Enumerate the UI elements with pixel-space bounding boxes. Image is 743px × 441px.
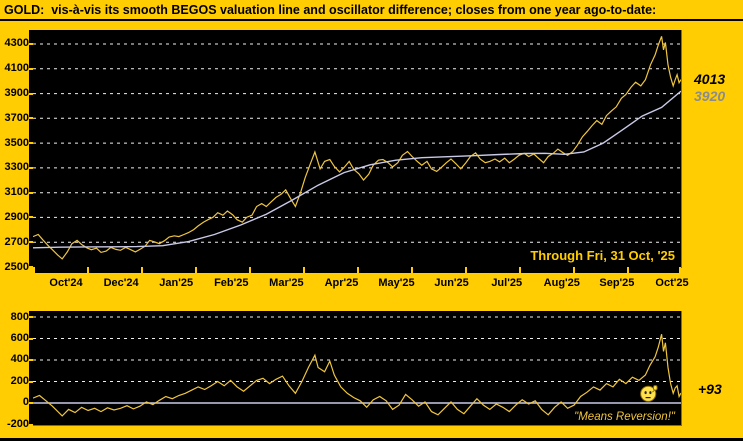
- y-axis-tick-label: 800: [10, 310, 29, 323]
- y-axis-tick: [29, 43, 33, 45]
- main-x-axis-band: [33, 267, 681, 273]
- y-axis-tick-label: 3900: [4, 87, 29, 100]
- x-axis-tick: [679, 267, 681, 273]
- y-axis-tick: [29, 92, 33, 95]
- y-axis-tick-label: 2900: [4, 210, 29, 223]
- x-axis-tick: [303, 267, 305, 273]
- means-reversion-caption: "Means Reversion!": [574, 411, 675, 423]
- x-axis-tick: [573, 267, 575, 273]
- oscillator-y-axis-band: [29, 311, 33, 426]
- y-axis-tick-label: 200: [10, 374, 29, 387]
- x-axis-month-label: Oct'24: [49, 277, 83, 289]
- x-axis-tick: [411, 267, 413, 273]
- y-axis-tick: [29, 191, 33, 194]
- x-axis-tick: [519, 267, 521, 273]
- main-y-axis-band: [29, 30, 33, 268]
- x-axis-month-label: Dec'24: [103, 277, 139, 289]
- y-axis-tick: [29, 216, 33, 219]
- y-axis-tick: [29, 402, 33, 404]
- y-axis-tick-label: 2700: [4, 235, 29, 248]
- x-axis-month-label: Mar'25: [269, 277, 304, 289]
- bottom-border-strip: [0, 438, 743, 441]
- x-axis-month-label: Jun'25: [434, 277, 469, 289]
- oscillator-plot: [33, 316, 681, 417]
- y-axis-tick: [29, 117, 33, 120]
- x-axis-tick: [249, 267, 251, 273]
- y-axis-tick-label: 4300: [4, 37, 29, 50]
- y-axis-tick-label: 4100: [4, 62, 29, 75]
- y-axis-tick-label: 600: [10, 332, 29, 344]
- y-axis-tick-label: 3100: [4, 186, 29, 199]
- y-axis-tick: [29, 241, 33, 244]
- last-price-label: 4013: [694, 71, 726, 87]
- main-price-chart: Through Fri, 31 Oct, '25: [33, 30, 682, 268]
- y-axis-tick: [29, 142, 33, 145]
- x-axis-month-label: Sep'25: [599, 277, 635, 289]
- y-axis-tick-label: 3300: [4, 161, 29, 174]
- price-vs-valuation-plot: [33, 36, 681, 260]
- x-axis-month-label: Jul'25: [491, 277, 523, 289]
- x-axis-tick: [465, 267, 467, 273]
- y-axis-tick: [29, 359, 33, 361]
- y-axis-tick: [29, 316, 33, 318]
- page-title: GOLD: vis-à-vis its smooth BEGOS valuati…: [4, 3, 657, 17]
- x-axis-tick: [627, 267, 629, 273]
- y-axis-tick-label: 0: [22, 396, 29, 409]
- x-axis-tick: [33, 267, 35, 273]
- y-axis-tick-label: 3500: [4, 136, 29, 149]
- x-axis-month-label: Aug'25: [543, 277, 580, 289]
- x-axis-tick: [195, 267, 197, 273]
- last-oscillator-label: +93: [698, 381, 722, 397]
- y-axis-tick: [29, 337, 33, 340]
- oscillator-chart: "Means Reversion!": [33, 311, 682, 426]
- x-axis-month-label: Feb'25: [214, 277, 249, 289]
- y-axis-tick-label: -200: [6, 417, 29, 430]
- through-date-label: Through Fri, 31 Oct, '25: [530, 248, 675, 263]
- x-axis-month-label: Apr'25: [324, 277, 359, 289]
- x-axis-month-label: May'25: [378, 277, 415, 289]
- x-axis-month-label: Oct'25: [655, 277, 689, 289]
- x-axis-tick: [357, 267, 359, 273]
- last-valuation-label: 3920: [694, 88, 726, 104]
- y-axis-tick: [29, 166, 33, 169]
- confused-smiley-icon: [640, 385, 658, 402]
- y-axis-tick: [29, 380, 33, 383]
- y-axis-tick-label: 2500: [4, 260, 29, 273]
- x-axis-month-label: Jan'25: [159, 277, 194, 289]
- title-divider: [0, 19, 743, 21]
- y-axis-tick: [29, 67, 33, 70]
- x-axis-tick: [141, 267, 143, 273]
- x-axis-tick: [87, 267, 89, 273]
- y-axis-tick: [29, 266, 33, 268]
- main-y-axis-labels: 4300 4100 3900 3700 3500 3300 3100 2900 2700 2500: [0, 0, 29, 441]
- y-axis-tick: [29, 423, 33, 426]
- oscillator-y-axis-labels: 800 600 400 200 0 -200: [0, 0, 29, 441]
- y-axis-tick-label: 3700: [4, 111, 29, 124]
- y-axis-tick-label: 400: [10, 353, 29, 366]
